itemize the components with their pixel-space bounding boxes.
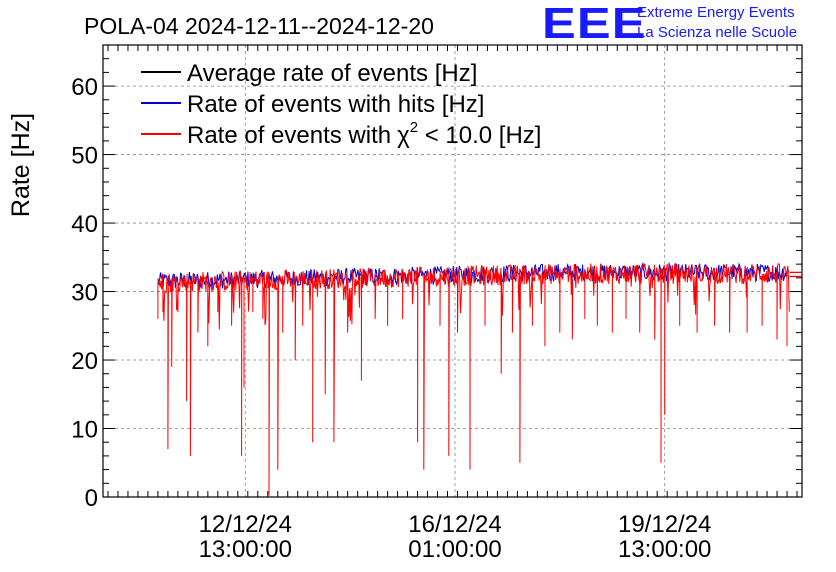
series-chi2-line	[157, 262, 790, 496]
legend-label-hits: Rate of events with hits [Hz]	[187, 91, 484, 118]
y-tick-label: 20	[71, 348, 98, 375]
eee-logo-line2: La Scienza nelle Scuole	[637, 24, 798, 41]
plot-frame	[102, 44, 803, 498]
x-tick-label-time: 01:00:00	[408, 536, 501, 563]
x-tick-label-time: 13:00:00	[199, 536, 292, 563]
x-tick-label-date: 12/12/24	[199, 511, 292, 538]
x-tick-label-time: 13:00:00	[618, 536, 711, 563]
legend-label-chi2: Rate of events with χ2 < 10.0 [Hz]	[187, 119, 541, 149]
y-tick-label: 50	[71, 143, 98, 170]
y-axis-label: Rate [Hz]	[7, 113, 35, 217]
y-tick-label: 30	[71, 280, 98, 307]
eee-logo-letters: EEE	[542, 0, 647, 48]
legend-chi-superscript: 2	[410, 119, 418, 136]
y-tick-label: 60	[71, 74, 98, 101]
y-tick-label: 0	[85, 485, 98, 512]
eee-logo-line1: Extreme Energy Events	[637, 4, 795, 21]
y-tick-label: 10	[71, 417, 98, 444]
legend-chi-symbol: χ	[397, 122, 410, 149]
y-tick-label: 40	[71, 211, 98, 238]
plot-area: 010203040506012/12/2413:00:0016/12/2401:…	[71, 44, 803, 563]
legend-chi-suffix: < 10.0 [Hz]	[418, 122, 541, 149]
x-tick-label-date: 16/12/24	[408, 511, 501, 538]
legend-label-average: Average rate of events [Hz]	[187, 60, 477, 87]
chart-title: POLA-04 2024-12-11--2024-12-20	[84, 13, 434, 39]
x-tick-label-date: 19/12/24	[618, 511, 711, 538]
